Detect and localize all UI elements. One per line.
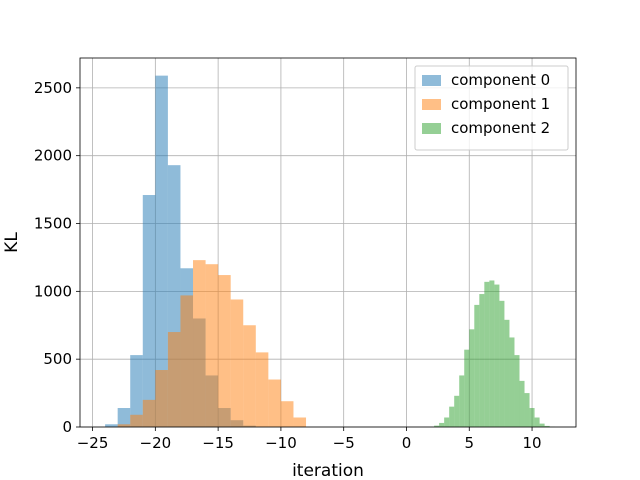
x-axis-ticks: −25 −20 −15 −10 −5 0 5 10 xyxy=(77,427,542,452)
histogram-bar-series-1 xyxy=(280,401,294,427)
histogram-bars xyxy=(105,75,555,427)
histogram-bar-series-0 xyxy=(142,195,156,427)
histogram-bar-series-2 xyxy=(469,329,475,427)
histogram-bar-series-2 xyxy=(444,417,450,427)
histogram-bar-series-2 xyxy=(474,304,480,427)
histogram-bar-series-1 xyxy=(268,379,281,427)
x-tick-label: −20 xyxy=(140,434,172,452)
histogram-bar-series-2 xyxy=(449,406,455,427)
histogram-bar-series-0 xyxy=(155,75,168,427)
y-tick-label: 0 xyxy=(62,418,72,436)
histogram-bar-series-1 xyxy=(193,260,206,427)
histogram-bar-series-2 xyxy=(454,395,460,427)
histogram-bar-series-1 xyxy=(230,299,244,427)
legend-box xyxy=(414,65,569,151)
legend-label: component 2 xyxy=(451,119,550,137)
histogram-bar-series-2 xyxy=(439,422,445,427)
legend-swatch xyxy=(422,123,441,134)
histogram-bar-series-2 xyxy=(509,337,515,427)
histogram-bar-series-2 xyxy=(434,425,440,427)
legend-label: component 0 xyxy=(451,71,550,89)
histogram-bar-series-2 xyxy=(494,284,500,427)
histogram-bar-series-0 xyxy=(105,424,118,427)
histogram-bar-series-1 xyxy=(167,332,181,427)
y-tick-label: 1500 xyxy=(34,215,72,233)
histogram-bar-series-1 xyxy=(293,417,307,427)
x-tick-label: 10 xyxy=(523,434,542,452)
histogram-bar-series-2 xyxy=(514,355,520,427)
x-tick-label: −25 xyxy=(77,434,109,452)
x-tick-label: −5 xyxy=(333,434,355,452)
y-axis-ticks: 0 500 1000 1500 2000 2500 xyxy=(34,79,80,436)
histogram-bar-series-1 xyxy=(117,424,131,427)
histogram-bar-series-2 xyxy=(479,294,485,427)
plot-frame xyxy=(79,57,577,428)
histogram-bar-series-2 xyxy=(534,417,540,427)
histogram-bar-series-1 xyxy=(130,414,143,427)
histogram-bar-series-2 xyxy=(544,425,550,427)
y-axis-label: KL xyxy=(2,232,22,253)
histogram-bar-series-1 xyxy=(180,295,194,427)
legend-swatch xyxy=(422,99,441,110)
x-tick-label: −15 xyxy=(202,434,234,452)
y-tick-label: 2000 xyxy=(34,147,72,165)
histogram-bar-series-2 xyxy=(499,300,505,427)
histogram-bar-series-2 xyxy=(529,408,535,427)
histogram-bar-series-2 xyxy=(504,319,510,427)
y-tick-label: 2500 xyxy=(34,79,72,97)
legend: component 0 component 1 component 2 xyxy=(414,65,569,151)
histogram-bar-series-1 xyxy=(155,370,168,427)
histogram-bar-series-1 xyxy=(218,275,231,427)
legend-label: component 1 xyxy=(451,95,550,113)
histogram-bar-series-1 xyxy=(243,325,256,427)
histogram-bar-series-0 xyxy=(130,355,143,427)
histogram-bar-series-1 xyxy=(205,264,219,427)
x-tick-label: 0 xyxy=(402,434,412,452)
x-tick-label: 5 xyxy=(464,434,474,452)
histogram-bar-series-2 xyxy=(539,423,545,427)
histogram-bar-series-2 xyxy=(464,349,470,427)
x-axis-label: iteration xyxy=(292,461,364,480)
histogram-bar-series-0 xyxy=(117,408,131,427)
histogram-bar-series-2 xyxy=(524,393,530,427)
histogram-bar-series-2 xyxy=(519,380,525,427)
histogram-bar-series-2 xyxy=(459,375,465,427)
x-tick-label: −10 xyxy=(265,434,297,452)
y-tick-label: 1000 xyxy=(34,282,72,300)
histogram-bar-series-1 xyxy=(142,399,156,427)
histogram-bar-series-2 xyxy=(484,281,490,427)
y-tick-label: 500 xyxy=(43,350,72,368)
histogram-bar-series-1 xyxy=(255,352,269,427)
histogram-bar-series-2 xyxy=(489,280,495,427)
legend-swatch xyxy=(422,75,441,86)
